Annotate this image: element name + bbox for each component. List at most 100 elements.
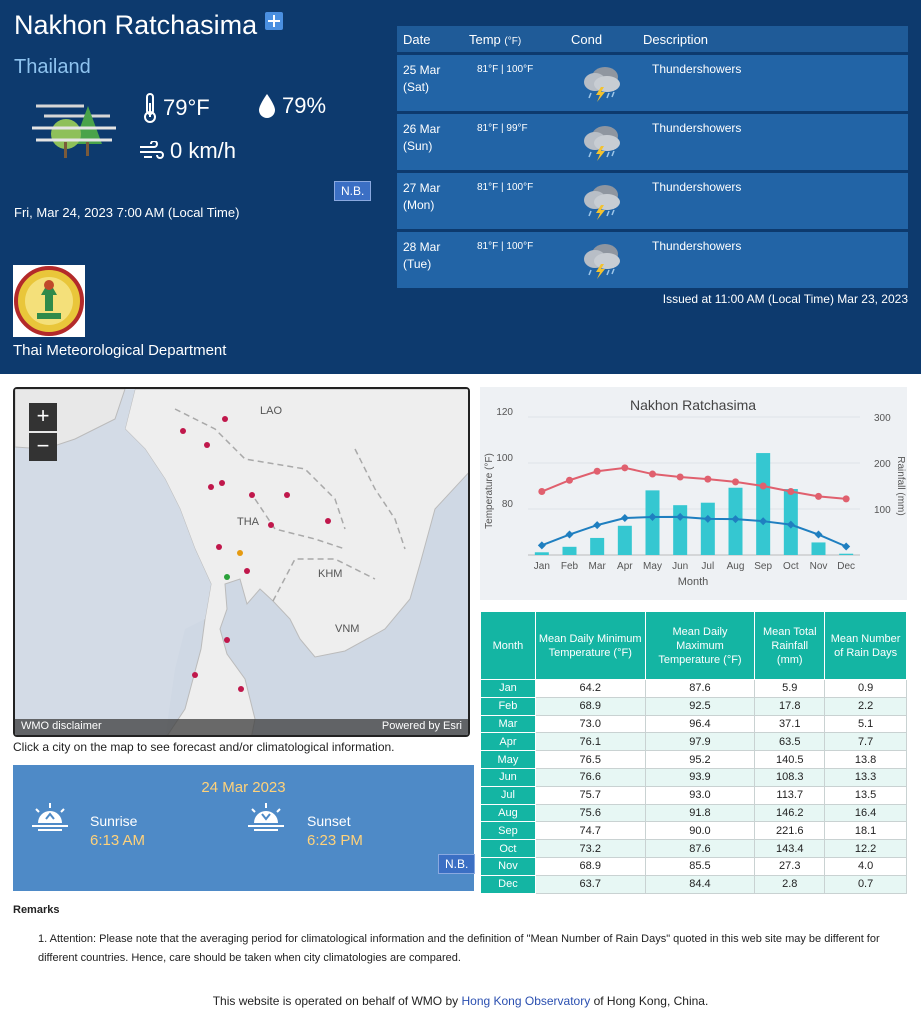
- chart-title: Nakhon Ratchasima: [630, 397, 756, 413]
- city-marker[interactable]: [204, 442, 210, 448]
- city-marker[interactable]: [268, 522, 274, 528]
- sun-nb-button[interactable]: N.B.: [438, 854, 476, 874]
- tmd-logo[interactable]: [13, 265, 85, 337]
- rainfall-bar: [756, 453, 771, 555]
- thundershower-icon: [581, 181, 623, 221]
- max-temp-point: [538, 488, 546, 496]
- thundershower-icon: [581, 240, 623, 280]
- climate-month: Jun: [480, 767, 536, 787]
- min-temp-point: [565, 530, 574, 539]
- climate-value: 84.4: [644, 874, 756, 894]
- climate-table: Month Mean Daily Minimum Temperature (°F…: [480, 611, 907, 894]
- climate-value: 85.5: [644, 856, 756, 876]
- min-temp-point: [620, 513, 629, 522]
- city-marker[interactable]: [192, 672, 198, 678]
- month-tick-label: Mar: [589, 561, 607, 572]
- country-name: Thailand: [14, 56, 91, 78]
- climate-value: 5.1: [824, 714, 907, 734]
- forecast-description: Thundershowers: [652, 239, 742, 253]
- min-temp-point: [703, 514, 712, 523]
- climate-value: 96.4: [644, 714, 756, 734]
- climate-row: Jul 75.7 93.0 113.7 13.5: [480, 785, 907, 805]
- right-tick-label: 100: [874, 505, 891, 516]
- climate-row: Sep 74.7 90.0 221.6 18.1: [480, 821, 907, 841]
- climate-value: 0.9: [824, 679, 907, 698]
- climate-value: 113.7: [754, 785, 826, 805]
- climate-value: 0.7: [824, 874, 907, 894]
- month-tick-label: Jan: [534, 561, 550, 572]
- forecast-date: 28 Mar (Tue): [403, 240, 441, 271]
- climate-value: 87.6: [644, 839, 756, 858]
- forecast-description: Thundershowers: [652, 121, 742, 135]
- city-marker[interactable]: [325, 518, 331, 524]
- map-instruction: Click a city on the map to see forecast …: [13, 740, 395, 754]
- city-marker[interactable]: [238, 686, 244, 692]
- city-marker[interactable]: [249, 492, 255, 498]
- max-temp-point: [621, 464, 629, 472]
- map-canvas[interactable]: LAO THA KHM VNM: [15, 389, 470, 737]
- left-tick-label: 100: [496, 453, 513, 464]
- climate-header-row: Month Mean Daily Minimum Temperature (°F…: [480, 611, 907, 680]
- hko-link[interactable]: Hong Kong Observatory: [461, 994, 591, 1008]
- city-marker[interactable]: [224, 637, 230, 643]
- rainfall-bar: [534, 552, 549, 555]
- climate-row: Nov 68.9 85.5 27.3 4.0: [480, 856, 907, 876]
- nb-button[interactable]: N.B.: [334, 181, 372, 201]
- climate-value: 146.2: [754, 803, 826, 823]
- min-temp-point: [731, 515, 740, 524]
- zoom-in-button[interactable]: +: [29, 403, 57, 431]
- climate-row: Apr 76.1 97.9 63.5 7.7: [480, 732, 907, 752]
- climate-header-raindays: Mean Number of Rain Days: [824, 611, 907, 680]
- climate-month: Oct: [480, 839, 536, 858]
- climate-value: 90.0: [644, 821, 756, 841]
- forecast-description: Thundershowers: [652, 180, 742, 194]
- max-temp-point: [704, 475, 712, 483]
- city-marker[interactable]: [219, 480, 225, 486]
- rainfall-bar: [700, 502, 715, 555]
- city-marker[interactable]: [237, 550, 243, 556]
- city-marker[interactable]: [224, 574, 230, 580]
- climate-month: May: [480, 750, 536, 769]
- forecast-row: 26 Mar (Sun) 81°F | 99°F Thundershowers: [397, 114, 908, 170]
- left-tick-label: 120: [496, 407, 513, 418]
- add-favorite-icon[interactable]: [265, 12, 284, 30]
- city-marker[interactable]: [180, 428, 186, 434]
- map-label-tha: THA: [237, 516, 260, 528]
- right-tick-label: 200: [874, 459, 891, 470]
- climate-value: 73.2: [534, 839, 646, 858]
- zoom-out-button[interactable]: −: [29, 433, 57, 461]
- climate-header-max: Mean Daily Maximum Temperature (°F): [644, 611, 756, 680]
- agency-name[interactable]: Thai Meteorological Department: [13, 342, 227, 359]
- city-marker[interactable]: [222, 416, 228, 422]
- climate-value: 18.1: [824, 821, 907, 841]
- city-marker[interactable]: [208, 484, 214, 490]
- climate-header-rain: Mean Total Rainfall (mm): [754, 611, 826, 680]
- forecast-temp: 81°F | 100°F: [477, 182, 534, 193]
- wmo-disclaimer-link[interactable]: WMO disclaimer: [21, 720, 102, 732]
- max-temp-point: [676, 473, 684, 481]
- month-tick-label: Nov: [810, 561, 828, 572]
- climate-value: 93.9: [644, 767, 756, 787]
- city-marker[interactable]: [216, 544, 222, 550]
- min-temp-point: [593, 521, 602, 530]
- climate-value: 93.0: [644, 785, 756, 805]
- city-marker[interactable]: [284, 492, 290, 498]
- month-tick-label: Feb: [561, 561, 579, 572]
- min-temp-point: [648, 513, 657, 522]
- left-axis-label: Temperature (°F): [484, 453, 495, 529]
- powered-by-esri[interactable]: Powered by Esri: [381, 720, 462, 732]
- city-map[interactable]: LAO THA KHM VNM + − WMO disclaimer Power…: [13, 387, 470, 737]
- climate-value: 27.3: [754, 856, 826, 876]
- month-tick-label: Jul: [701, 561, 714, 572]
- city-marker[interactable]: [244, 568, 250, 574]
- issued-time: Issued at 11:00 AM (Local Time) Mar 23, …: [662, 292, 908, 306]
- map-label-khm: KHM: [318, 568, 342, 580]
- max-temp-point: [759, 482, 767, 490]
- max-temp-line: [541, 466, 847, 500]
- month-tick-label: Jun: [672, 561, 688, 572]
- max-temp-point: [787, 488, 795, 496]
- forecast-description: Thundershowers: [652, 62, 742, 76]
- forecast-date: 25 Mar (Sat): [403, 63, 441, 94]
- climate-header-min: Mean Daily Minimum Temperature (°F): [534, 611, 646, 680]
- forecast-date: 26 Mar (Sun): [403, 122, 441, 153]
